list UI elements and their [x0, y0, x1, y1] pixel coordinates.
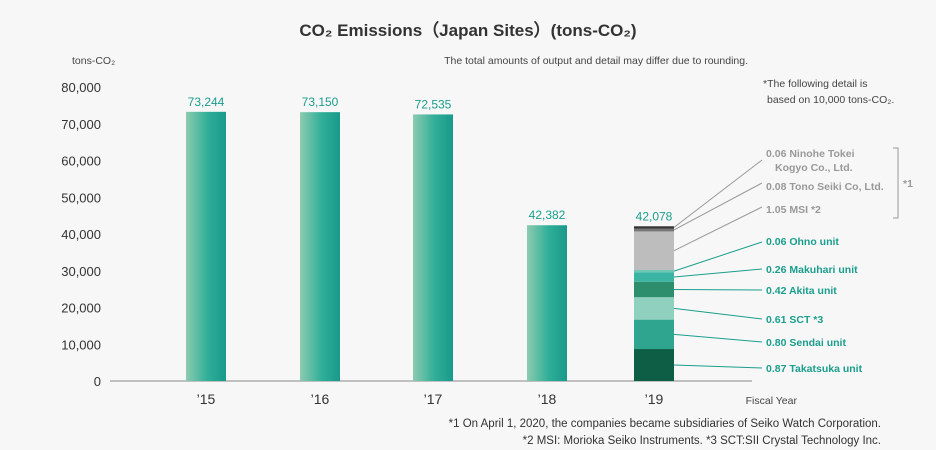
leader-line [673, 288, 763, 291]
legend-label: 0.61 SCT *3 [766, 314, 823, 326]
legend-label: 0.80 Sendai unit [766, 337, 846, 349]
stack-segment [634, 281, 674, 298]
bars: 73,244 ’15 73,150 ’16 72,535 ’17 42,382 ’18 42,0… [186, 95, 673, 407]
y-tick-label: 20,000 [61, 301, 101, 316]
rounding-note: The total amounts of output and detail m… [444, 55, 748, 67]
x-tick-label: ’16 [311, 391, 330, 407]
data-label: 42,382 [529, 208, 566, 222]
leader-line [673, 159, 763, 228]
leader-line [673, 182, 763, 231]
stack-segment [634, 319, 674, 350]
y-tick-label: 70,000 [61, 117, 101, 132]
stack-segment [634, 270, 674, 273]
x-tick-label: ’17 [424, 391, 443, 407]
y-tick-label: 0 [94, 374, 101, 389]
stack-segment [634, 228, 674, 232]
leader-line [673, 333, 763, 343]
data-label: 73,150 [302, 95, 339, 109]
data-label: 73,244 [188, 95, 225, 109]
bar [186, 111, 226, 381]
legend-label: 0.42 Akita unit [766, 285, 837, 297]
x-tick-label: ’18 [538, 391, 557, 407]
y-tick-label: 10,000 [61, 337, 101, 352]
y-axis-label: tons-CO₂ [72, 55, 115, 67]
leader-line [673, 307, 763, 320]
y-tick-label: 60,000 [61, 154, 101, 169]
x-tick-label: ’15 [197, 391, 216, 407]
stacked-breakdown-2019 [634, 226, 674, 381]
legend-label: 0.26 Makuhari unit [766, 264, 858, 276]
leader-line [673, 206, 763, 252]
detail-note-line2: based on 10,000 tons-CO₂. [767, 94, 894, 106]
legend-label: 0.06 Ninohe Tokei [766, 148, 855, 160]
y-tick-label: 80,000 [61, 80, 101, 95]
detail-note-line1: *The following detail is [763, 78, 867, 90]
leader-line [673, 268, 763, 278]
y-tick-label: 50,000 [61, 190, 101, 205]
stack-segment [634, 226, 674, 229]
stack-segment [634, 297, 674, 320]
stack-segment [634, 231, 674, 271]
x-tick-label: ’19 [645, 391, 664, 407]
y-tick-labels: 0 10,000 20,000 30,000 40,000 50,000 60,000 70,… [61, 80, 101, 389]
leader-line [673, 364, 763, 369]
y-tick-label: 30,000 [61, 264, 101, 279]
legend-label: 0.06 Ohno unit [766, 236, 839, 248]
bar [413, 114, 453, 382]
bracket-line [893, 147, 899, 219]
legend-label: 0.08 Tono Seiki Co, Ltd. [766, 181, 884, 193]
footnote-1: *1 On April 1, 2020, the companies becam… [449, 418, 881, 430]
bracket-label: *1 [903, 178, 913, 190]
data-label: 72,535 [415, 97, 452, 111]
y-tick-label: 40,000 [61, 227, 101, 242]
data-label: 42,078 [636, 209, 673, 223]
leader-line [673, 241, 763, 272]
legend-label: 0.87 Takatsuka unit [766, 363, 863, 375]
stack-segment [634, 349, 674, 381]
bar [300, 112, 340, 381]
stack-segment [634, 272, 674, 282]
x-axis-label: Fiscal Year [746, 395, 798, 407]
bar [527, 225, 567, 381]
legend-label: 1.05 MSI *2 [766, 204, 821, 216]
breakdown-legend: 0.87 Takatsuka unit 0.80 Sendai unit 0.61 … [673, 148, 884, 375]
chart-title: CO₂ Emissions（Japan Sites）(tons-CO₂) [299, 20, 636, 40]
legend-label: Kogyo Co., Ltd. [775, 162, 853, 174]
footnote-2: *2 MSI: Morioka Seiko Instruments. *3 SC… [523, 435, 881, 447]
